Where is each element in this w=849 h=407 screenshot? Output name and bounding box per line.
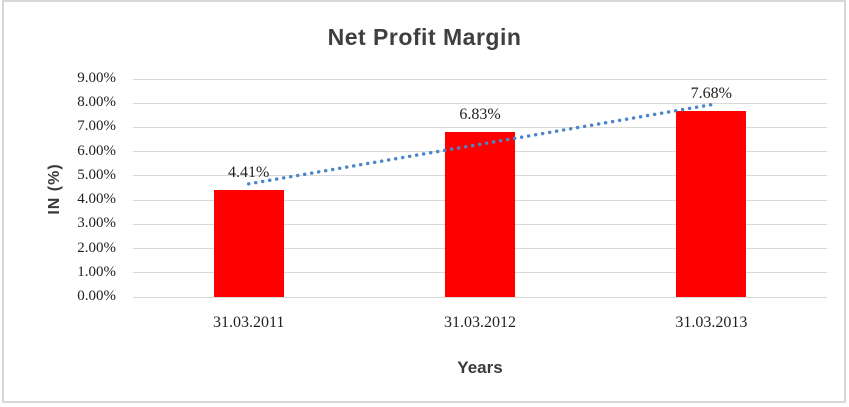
bar-data-label: 6.83% [459, 105, 501, 123]
y-axis-tick-label: 7.00% [77, 118, 116, 135]
x-axis-title: Years [457, 358, 503, 377]
x-axis-category-label: 31.03.2011 [212, 314, 285, 331]
y-axis-tick-label: 5.00% [77, 166, 116, 183]
y-axis-tick-label: 4.00% [77, 191, 116, 208]
y-axis-tick-label: 6.00% [77, 142, 116, 159]
y-axis-tick-label: 0.00% [77, 288, 116, 304]
bar-31.03.2012 [445, 131, 515, 297]
gridline [133, 102, 827, 104]
x-axis-category-label: 31.03.2012 [444, 314, 516, 331]
x-axis-category-label: 31.03.2013 [675, 314, 748, 331]
gridline [133, 296, 827, 298]
bar-31.03.2011 [213, 190, 284, 297]
y-axis-tick-label: 1.00% [77, 263, 116, 280]
bar-data-label: 7.68% [690, 84, 732, 102]
y-axis-tick-label: 3.00% [77, 215, 116, 232]
y-axis-tick-label: 2.00% [77, 239, 116, 256]
chart-title: Net Profit Margin [327, 24, 522, 50]
gridline [133, 78, 827, 80]
bar-data-label: 4.41% [227, 164, 270, 182]
y-axis-tick-label: 9.00% [77, 70, 116, 86]
bar-31.03.2013 [676, 110, 747, 297]
y-axis-tick-label: 8.00% [77, 94, 116, 111]
